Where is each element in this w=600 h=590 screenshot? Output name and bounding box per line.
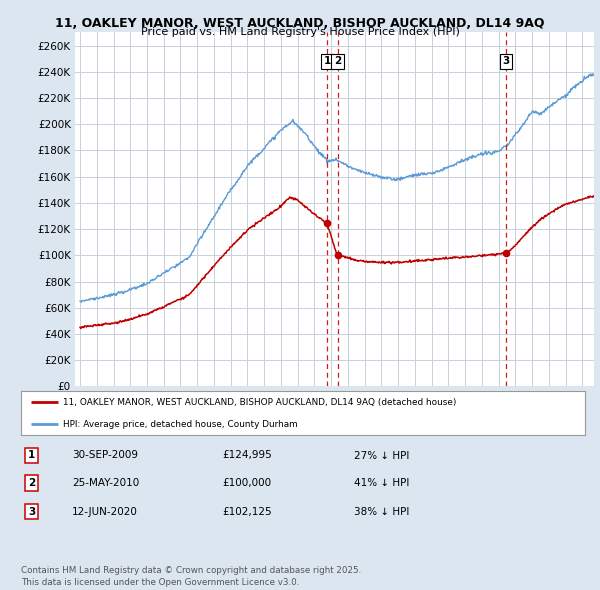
Text: 1: 1 bbox=[28, 451, 35, 460]
Text: 30-SEP-2009: 30-SEP-2009 bbox=[72, 451, 138, 460]
Text: 1: 1 bbox=[323, 56, 331, 66]
Text: £124,995: £124,995 bbox=[222, 451, 272, 460]
Text: Contains HM Land Registry data © Crown copyright and database right 2025.
This d: Contains HM Land Registry data © Crown c… bbox=[21, 566, 361, 587]
Text: HPI: Average price, detached house, County Durham: HPI: Average price, detached house, Coun… bbox=[64, 419, 298, 429]
Text: 38% ↓ HPI: 38% ↓ HPI bbox=[354, 507, 409, 516]
Text: 2: 2 bbox=[334, 56, 341, 66]
Text: £100,000: £100,000 bbox=[222, 478, 271, 488]
Text: 27% ↓ HPI: 27% ↓ HPI bbox=[354, 451, 409, 460]
Text: £102,125: £102,125 bbox=[222, 507, 272, 516]
Text: 41% ↓ HPI: 41% ↓ HPI bbox=[354, 478, 409, 488]
Text: Price paid vs. HM Land Registry's House Price Index (HPI): Price paid vs. HM Land Registry's House … bbox=[140, 27, 460, 37]
Text: 11, OAKLEY MANOR, WEST AUCKLAND, BISHOP AUCKLAND, DL14 9AQ (detached house): 11, OAKLEY MANOR, WEST AUCKLAND, BISHOP … bbox=[64, 398, 457, 407]
Text: 25-MAY-2010: 25-MAY-2010 bbox=[72, 478, 139, 488]
Text: 2: 2 bbox=[28, 478, 35, 488]
Text: 11, OAKLEY MANOR, WEST AUCKLAND, BISHOP AUCKLAND, DL14 9AQ: 11, OAKLEY MANOR, WEST AUCKLAND, BISHOP … bbox=[55, 17, 545, 30]
Text: 3: 3 bbox=[502, 56, 510, 66]
Text: 3: 3 bbox=[28, 507, 35, 516]
Text: 12-JUN-2020: 12-JUN-2020 bbox=[72, 507, 138, 516]
